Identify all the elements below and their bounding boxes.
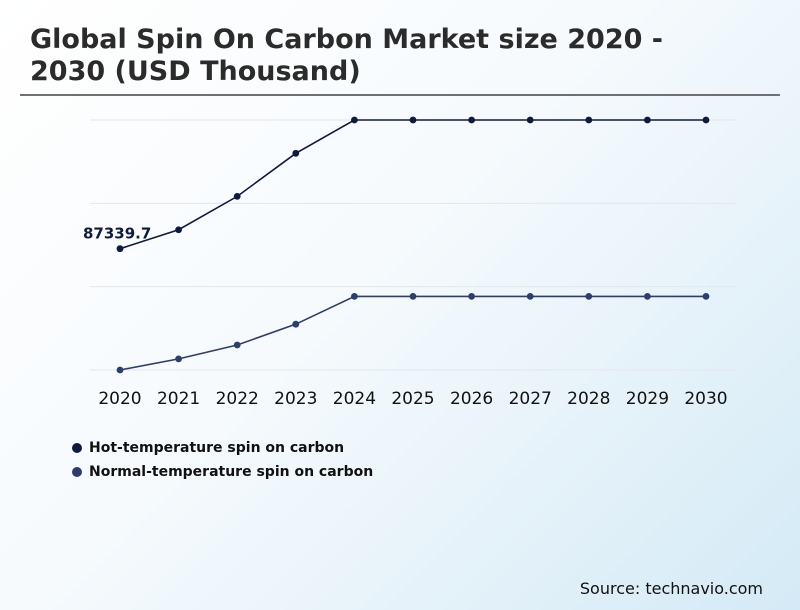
legend: Hot-temperature spin on carbon Normal-te…: [72, 436, 373, 484]
chart-title: Global Spin On Carbon Market size 2020 -…: [30, 24, 663, 87]
legend-item-normal: Normal-temperature spin on carbon: [72, 460, 373, 484]
data-point: [351, 116, 358, 124]
legend-label-normal: Normal-temperature spin on carbon: [89, 464, 374, 480]
data-point: [175, 355, 183, 363]
data-point: [702, 292, 710, 300]
legend-marker-hot: [72, 443, 82, 453]
legend-item-hot: Hot-temperature spin on carbon: [72, 436, 373, 460]
data-point: [585, 292, 593, 300]
series-line-1: [119, 295, 706, 371]
data-point: [292, 320, 300, 328]
data-point: [526, 292, 534, 300]
x-tick-label: 2025: [391, 389, 434, 409]
data-point: [409, 292, 417, 300]
data-point: [116, 245, 124, 253]
data-point: [292, 149, 300, 157]
x-tick-label: 2024: [333, 389, 376, 409]
data-point: [116, 366, 124, 374]
x-tick-label: 2029: [626, 389, 669, 409]
x-tick-label: 2021: [157, 389, 200, 409]
data-point: [585, 116, 593, 124]
data-point: [468, 116, 475, 124]
x-tick-label: 2020: [98, 389, 141, 409]
x-tick-label: 2030: [684, 389, 727, 409]
data-label: 87339.7: [83, 225, 151, 243]
x-tick-label: 2028: [567, 389, 610, 409]
series-line-0: [119, 119, 706, 250]
data-point: [233, 341, 241, 349]
x-tick-label: 2027: [509, 389, 552, 409]
data-point: [644, 116, 651, 124]
source-note: Source: technavio.com: [579, 579, 763, 598]
data-point: [702, 116, 710, 124]
x-tick-label: 2022: [216, 389, 259, 409]
data-point: [409, 116, 417, 124]
title-divider: [20, 94, 780, 96]
data-point: [351, 292, 358, 300]
x-tick-label: 2026: [450, 389, 493, 409]
data-point: [233, 192, 241, 200]
legend-marker-normal: [72, 467, 82, 477]
line-chart: 2020 2021 2022 2023 2024 2025 2026 2027 2028 2029…: [83, 116, 736, 409]
data-point: [175, 226, 183, 234]
x-tick-label: 2023: [274, 389, 317, 409]
data-point: [526, 116, 534, 124]
legend-label-hot: Hot-temperature spin on carbon: [89, 440, 345, 456]
data-point: [468, 292, 475, 300]
data-point: [644, 292, 651, 300]
